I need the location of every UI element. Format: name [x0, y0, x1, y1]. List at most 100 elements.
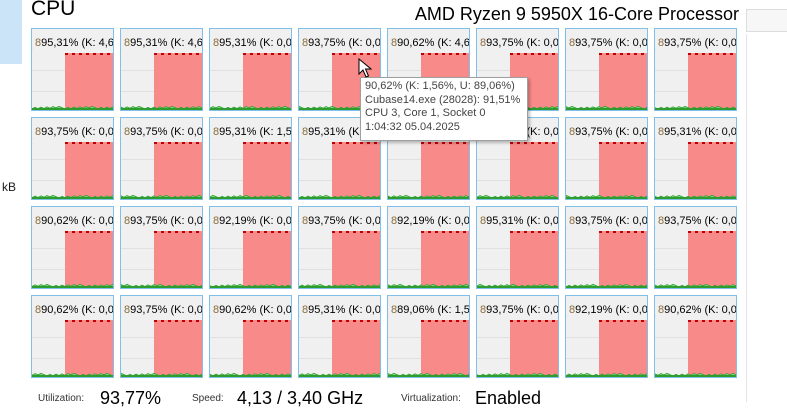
- graph-baseline: [388, 286, 469, 288]
- core-graph[interactable]: 893,75% (K: 0,00: [654, 28, 737, 111]
- core-graph[interactable]: 893,75% (K: 0,00: [298, 206, 381, 289]
- graph-baseline: [655, 375, 736, 377]
- core-usage-label: 890,62% (K: 0,00: [33, 215, 114, 228]
- core-usage-label: 893,75% (K: 0,00: [656, 37, 737, 50]
- graph-baseline: [388, 375, 469, 377]
- usage-fill: [688, 320, 736, 377]
- graph-baseline: [655, 286, 736, 288]
- label-prefix: 8: [302, 126, 309, 138]
- label-prefix: 8: [124, 215, 131, 227]
- core-graph[interactable]: 895,31% (K: 0,00: [654, 117, 737, 200]
- graph-baseline: [566, 375, 647, 377]
- core-graph[interactable]: 890,62% (K: 0,00: [654, 295, 737, 378]
- label-prefix: 8: [124, 37, 131, 49]
- core-graph[interactable]: 892,19% (K: 0,00: [387, 206, 470, 289]
- label-prefix: 8: [569, 304, 576, 316]
- core-usage-value: 90,62% (K: 0,00: [41, 215, 114, 227]
- label-prefix: 8: [213, 304, 220, 316]
- usage-fill: [599, 320, 647, 377]
- label-prefix: 8: [213, 215, 220, 227]
- core-usage-label: 890,62% (K: 0,00: [33, 304, 113, 317]
- graph-baseline: [121, 108, 202, 110]
- graph-baseline: [121, 375, 202, 377]
- label-prefix: 8: [658, 37, 665, 49]
- usage-fill: [421, 142, 469, 199]
- core-usage-label: 889,06% (K: 1,56: [389, 304, 469, 317]
- core-graph[interactable]: 893,75% (K: 0,00: [120, 117, 203, 200]
- label-prefix: 8: [391, 304, 398, 316]
- core-usage-label: 895,31% (K: 4,69: [33, 37, 114, 50]
- core-graph[interactable]: 893,75% (K: 0,00: [31, 117, 114, 200]
- core-usage-value: 93,75% (K: 0,00: [130, 304, 203, 316]
- core-graph[interactable]: 895,31% (K: 0,00: [476, 206, 559, 289]
- core-graph[interactable]: 893,75% (K: 0,00: [565, 206, 648, 289]
- core-graph[interactable]: 893,75% (K: 0,00: [654, 206, 737, 289]
- core-usage-label: 893,75% (K: 0,00: [567, 215, 648, 228]
- label-prefix: 8: [302, 304, 309, 316]
- graph-baseline: [566, 286, 647, 288]
- core-usage-value: 95,31% (K: 1,56: [219, 126, 292, 138]
- core-usage-label: 893,75% (K: 0,00: [478, 37, 558, 50]
- core-usage-value: 95,31% (K: 4,69: [41, 37, 114, 49]
- core-graph[interactable]: 893,75% (K: 0,00: [565, 117, 648, 200]
- usage-fill: [243, 231, 291, 288]
- label-prefix: 8: [480, 304, 487, 316]
- core-graph[interactable]: 890,62% (K: 0,00: [209, 295, 292, 378]
- usage-fill: [421, 320, 469, 377]
- core-graph[interactable]: 890,62% (K: 0,00: [31, 295, 114, 378]
- label-prefix: 8: [35, 304, 42, 316]
- core-usage-label: 893,75% (K: 0,00: [656, 215, 736, 228]
- core-usage-value: 93,75% (K: 0,00: [575, 215, 648, 227]
- core-graph[interactable]: 895,31% (K: 4,69: [31, 28, 114, 111]
- label-prefix: 8: [124, 126, 131, 138]
- core-usage-value: 93,75% (K: 0,00: [308, 37, 381, 49]
- tooltip-usage: 90,62% (K: 1,56%, U: 89,06%): [365, 80, 515, 92]
- core-graph[interactable]: 890,62% (K: 0,00: [31, 206, 114, 289]
- core-graph[interactable]: 893,75% (K: 0,00: [120, 295, 203, 378]
- core-graph[interactable]: 895,31% (K: 1,56: [209, 117, 292, 200]
- usage-fill: [599, 231, 647, 288]
- graph-baseline: [299, 197, 380, 199]
- core-usage-label: 895,31% (K: 4,69: [122, 37, 202, 50]
- core-usage-label: 890,62% (K: 4,69: [389, 37, 470, 50]
- core-usage-value: 93,75% (K: 0,00: [308, 215, 381, 227]
- graph-baseline: [655, 108, 736, 110]
- page-title: CPU: [31, 0, 76, 20]
- usage-fill: [599, 142, 647, 199]
- core-graph[interactable]: 893,75% (K: 0,00: [476, 295, 559, 378]
- core-usage-label: 892,19% (K: 0,00: [211, 215, 291, 228]
- core-usage-label: 895,31% (K: 1,56: [211, 126, 292, 139]
- right-panel-field[interactable]: [746, 9, 787, 32]
- core-usage-value: 93,75% (K: 0,00: [664, 37, 737, 49]
- core-graph[interactable]: 895,31% (K: 0,00: [209, 28, 292, 111]
- usage-fill: [154, 53, 202, 110]
- usage-fill: [65, 142, 113, 199]
- core-graph[interactable]: 889,06% (K: 1,56: [387, 295, 470, 378]
- core-usage-value: 92,19% (K: 0,00: [397, 215, 470, 227]
- graph-baseline: [299, 286, 380, 288]
- core-graph[interactable]: 895,31% (K: 4,69: [120, 28, 203, 111]
- graph-baseline: [32, 375, 113, 377]
- label-prefix: 8: [213, 37, 220, 49]
- graph-baseline: [210, 108, 291, 110]
- graph-baseline: [32, 108, 113, 110]
- core-usage-value: 90,62% (K: 4,69: [397, 37, 470, 49]
- core-graph[interactable]: 895,31% (K: 0,00: [298, 295, 381, 378]
- label-prefix: 8: [569, 126, 576, 138]
- usage-fill: [421, 231, 469, 288]
- label-prefix: 8: [302, 37, 309, 49]
- core-graph[interactable]: 893,75% (K: 0,00: [565, 28, 648, 111]
- core-graph[interactable]: 893,75% (K: 0,00: [120, 206, 203, 289]
- label-prefix: 8: [480, 37, 487, 49]
- core-graph[interactable]: 892,19% (K: 0,00: [209, 206, 292, 289]
- label-prefix: 8: [480, 215, 487, 227]
- label-prefix: 8: [658, 215, 665, 227]
- label-prefix: 8: [658, 126, 665, 138]
- core-graph[interactable]: 892,19% (K: 0,00: [565, 295, 648, 378]
- core-usage-label: 893,75% (K: 0,00: [122, 126, 202, 139]
- graph-baseline: [477, 375, 558, 377]
- graph-baseline: [388, 197, 469, 199]
- core-usage-label: 893,75% (K: 0,00: [567, 126, 647, 139]
- mouse-pointer-icon: [358, 58, 372, 78]
- core-usage-label: 893,75% (K: 0,00: [33, 126, 113, 139]
